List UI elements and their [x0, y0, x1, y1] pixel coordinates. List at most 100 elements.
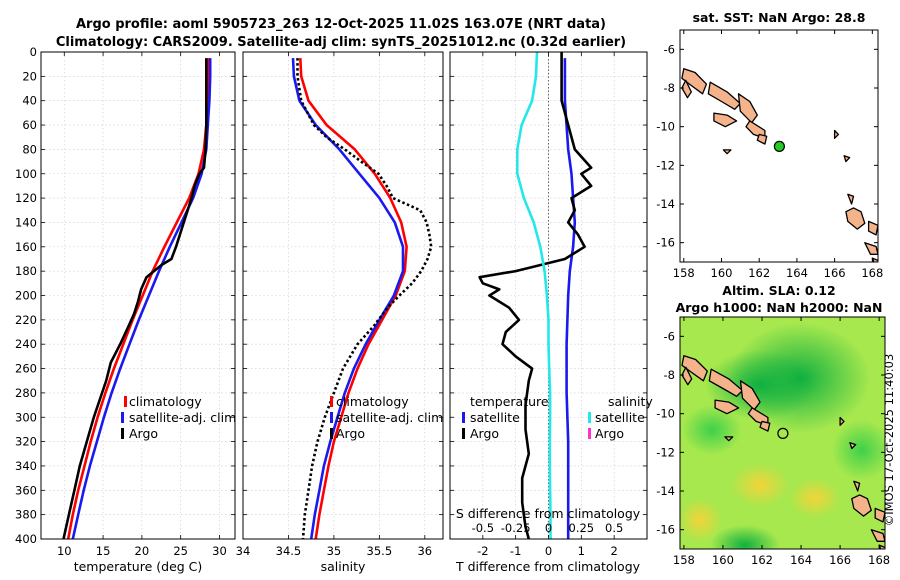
timestamp: ©IMOS 17-Oct-2025 11:40:03 — [882, 354, 896, 527]
y-tick-label: 320 — [15, 435, 37, 449]
y-tick-label: 200 — [15, 289, 37, 303]
salinity-legend: climatology satellite-adj. clim Argo — [330, 394, 443, 441]
float-location-marker — [773, 140, 785, 152]
series-line-satellite — [291, 58, 405, 539]
y-tick-label: -8 — [664, 368, 675, 382]
temperature-grid — [41, 52, 235, 539]
legend-swatch-climatology — [124, 396, 127, 407]
legend-label-argo: Argo — [336, 426, 365, 441]
y-tick-label: 340 — [15, 459, 37, 473]
island — [681, 68, 708, 95]
island — [707, 81, 741, 110]
temperature-plot — [62, 58, 212, 539]
island — [681, 79, 692, 99]
x-tick-label: 158 — [673, 266, 695, 280]
x-tick-label: 36 — [417, 544, 432, 558]
series-line-argo — [296, 58, 433, 539]
island — [867, 220, 878, 236]
y-tick-label: -12 — [656, 158, 675, 172]
legend-label-temp-argo: Argo — [470, 426, 499, 441]
y-tick-label: -10 — [656, 407, 675, 421]
difference-legend: temperature satellite Argo salinity sate… — [462, 394, 653, 441]
legend-swatch-temp-satellite — [462, 412, 465, 423]
y-tick-label: 80 — [22, 142, 37, 156]
y-tick-label: -6 — [664, 329, 675, 343]
x-tick-label: 166 — [824, 266, 846, 280]
series-line-climatology — [299, 58, 408, 539]
x-tick-label: 162 — [748, 266, 770, 280]
y-tick-label: -8 — [664, 81, 675, 95]
y-tick-label: 260 — [15, 362, 37, 376]
island — [722, 149, 732, 155]
sla-map-frame — [679, 316, 886, 550]
top-tick-label: -0.25 — [501, 521, 531, 535]
y-tick-label: 240 — [15, 337, 37, 351]
legend-swatch-sal-satellite — [588, 412, 591, 423]
x-tick-label: 160 — [711, 266, 733, 280]
x-tick-label: 168 — [868, 553, 890, 567]
x-tick-label: 166 — [829, 553, 851, 567]
y-tick-label: -10 — [656, 120, 675, 134]
legend-label-satellite: satellite-adj. clim — [129, 410, 236, 425]
top-tick-label: 0.25 — [569, 521, 595, 535]
legend-swatch-argo — [330, 428, 333, 439]
x-tick-label: 162 — [751, 553, 773, 567]
y-tick-label: 380 — [15, 508, 37, 522]
salinity-xlabel: salinity — [321, 559, 366, 574]
x-tick-label: 164 — [790, 553, 812, 567]
legend-label-sal-satellite: satellite — [595, 410, 645, 425]
difference-top-xlabel: S difference from climatology — [456, 506, 641, 521]
legend-label-satellite: satellite-adj. clim — [336, 410, 443, 425]
legend-swatch-satellite — [121, 412, 124, 423]
y-tick-label: 0 — [30, 45, 37, 59]
y-tick-label: 280 — [15, 386, 37, 400]
top-tick-label: 0 — [545, 521, 552, 535]
island — [739, 380, 761, 411]
x-tick-label: 10 — [57, 544, 72, 558]
series-line-argo-temperature — [478, 52, 593, 539]
legend-title-salinity: salinity — [608, 394, 653, 409]
y-tick-label: -16 — [656, 236, 675, 250]
x-tick-label: 20 — [135, 544, 150, 558]
x-tick-label: -2 — [477, 544, 488, 558]
x-tick-label: 34.5 — [276, 544, 302, 558]
island — [871, 257, 878, 262]
island — [724, 436, 734, 442]
island — [681, 366, 693, 386]
legend-swatch-sal-argo — [588, 428, 591, 439]
island — [708, 368, 744, 397]
island — [845, 207, 866, 230]
y-tick-label: 360 — [15, 483, 37, 497]
sla-map-title-1: Altim. SLA: 0.12 — [722, 283, 835, 298]
y-tick-label: -6 — [664, 42, 675, 56]
y-tick-label: 20 — [22, 69, 37, 83]
legend-title-temperature: temperature — [470, 394, 549, 409]
difference-xlabel: T difference from climatology — [455, 559, 641, 574]
island — [714, 399, 740, 415]
y-tick-label: 60 — [22, 118, 37, 132]
difference-plot — [478, 52, 593, 539]
x-tick-label: 25 — [173, 544, 188, 558]
island — [878, 544, 885, 549]
y-tick-label: 40 — [22, 94, 37, 108]
x-tick-label: 35 — [327, 544, 342, 558]
x-tick-label: 34 — [236, 544, 251, 558]
y-tick-label: -16 — [656, 523, 675, 537]
salinity-ticks: 34 34.5 35 35.5 36 — [236, 51, 443, 558]
island — [756, 133, 768, 145]
x-tick-label: -1 — [510, 544, 521, 558]
island — [843, 155, 851, 163]
island — [713, 112, 738, 128]
sla-map-ticks: 158 160 162 164 166 168 -6 -8 -10 -12 -14 -16 — [656, 317, 890, 567]
series-line-salinity-satellite — [515, 52, 552, 539]
y-tick-label: 180 — [15, 264, 37, 278]
y-tick-label: 120 — [15, 191, 37, 205]
sst-map-area — [680, 30, 878, 262]
island — [864, 242, 878, 255]
chart-title-line2: Climatology: CARS2009. Satellite-adj cli… — [56, 35, 626, 50]
y-tick-label: -14 — [656, 484, 675, 498]
island — [851, 494, 872, 517]
legend-label-temp-satellite: satellite — [470, 410, 520, 425]
x-tick-label: 160 — [712, 553, 734, 567]
